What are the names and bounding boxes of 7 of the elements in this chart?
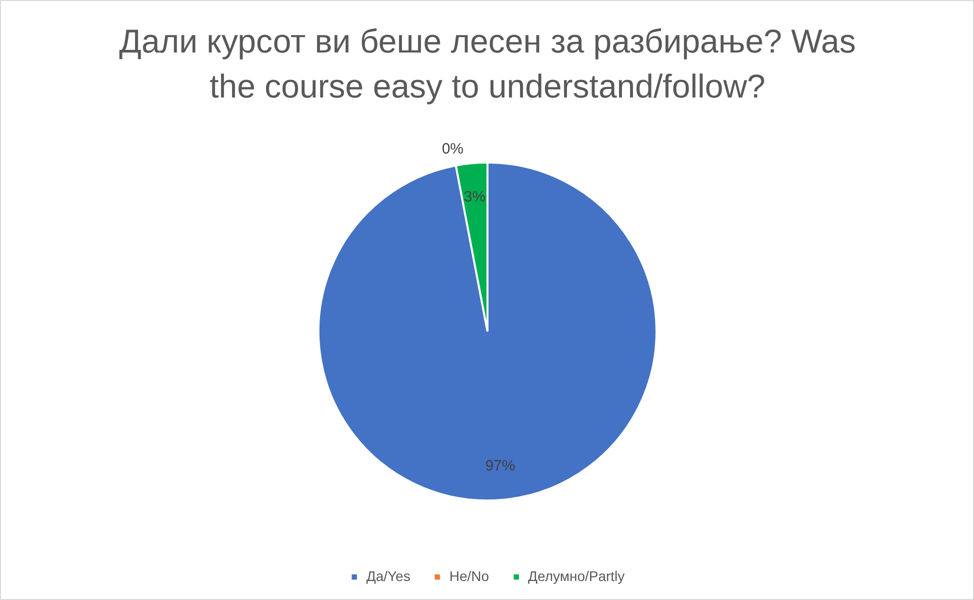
text: 0% (442, 140, 464, 158)
legend-label: Делумно/Partly (528, 568, 625, 584)
data-label: 3% (464, 188, 486, 206)
legend-label: Не/No (449, 568, 490, 584)
legend-label: Да/Yes (366, 568, 410, 584)
chart-title: Дали курсот ви беше лесен за разбирање? Was the course easy to understand/follow? (119, 22, 856, 105)
data-label: 97% (485, 458, 516, 475)
